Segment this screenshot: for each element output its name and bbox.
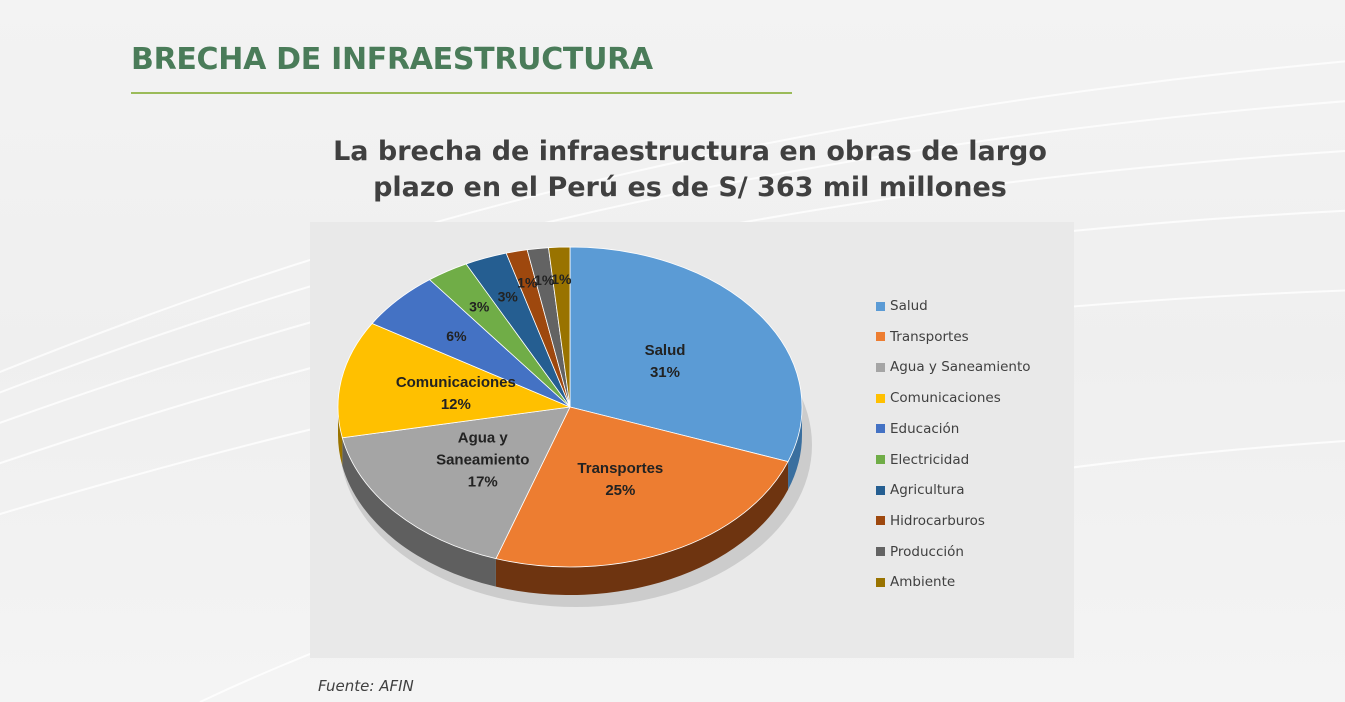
legend-swatch <box>876 516 885 526</box>
legend-swatch <box>876 301 885 311</box>
legend-item-comunicaciones: Comunicaciones <box>876 389 1001 407</box>
legend-label: Salud <box>890 298 928 314</box>
legend-item-electricidad: Electricidad <box>876 451 969 469</box>
pie-side-salud <box>788 407 802 490</box>
legend-swatch <box>876 547 885 557</box>
legend-label: Agua y Saneamiento <box>890 359 1031 376</box>
legend-swatch <box>876 577 885 587</box>
legend-item-ambiente: Ambiente <box>876 573 955 591</box>
pie-side-comunicaciones <box>338 407 343 466</box>
pie-slice-comunicaciones <box>337 322 572 439</box>
legend-label: Electricidad <box>890 451 970 468</box>
pie-side-transportes <box>495 461 789 595</box>
legend-label: Agricultura <box>890 482 965 499</box>
legend-label: Producción <box>890 543 964 560</box>
legend-item-educacion: Educación <box>876 420 959 438</box>
legend-swatch <box>876 393 885 403</box>
data-label-agricultura: 3% <box>498 289 519 305</box>
data-label-comunicaciones: Comunicaciones 12% <box>396 374 516 413</box>
data-label-transportes: Transportes 25% <box>577 460 663 499</box>
data-label-electricidad: 3% <box>469 299 490 315</box>
data-label-hidrocarburos: 1% <box>517 274 538 290</box>
source-note: Fuente: AFIN <box>318 677 414 695</box>
legend-label: Transportes <box>890 328 969 345</box>
legend-item-salud: Salud <box>876 297 928 315</box>
chart-headline: La brecha de infraestructura en obras de… <box>330 134 1050 206</box>
title-underline <box>131 92 792 94</box>
legend-swatch <box>876 362 885 372</box>
legend-swatch <box>876 424 885 434</box>
legend-label: Hidrocarburos <box>890 512 985 529</box>
headline-line-1: La brecha de infraestructura en obras de… <box>333 136 1047 167</box>
legend-label: Comunicaciones <box>890 390 1001 407</box>
legend-swatch <box>876 485 885 495</box>
data-label-salud: Salud 31% <box>645 342 686 381</box>
legend-label: Educación <box>890 420 960 437</box>
pie-slice-agua-y-saneamiento <box>341 406 571 560</box>
legend-item-produccion: Producción <box>876 543 964 561</box>
legend-item-agua-y-saneamiento: Agua y Saneamiento <box>876 358 1031 376</box>
data-label-educacion: 6% <box>446 328 467 344</box>
data-label-ambiente: 1% <box>551 271 572 287</box>
pie-slice-salud <box>569 246 803 463</box>
data-label-agua-y-saneamiento: Agua y Saneamiento 17% <box>436 430 529 491</box>
legend-item-hidrocarburos: Hidrocarburos <box>876 512 985 530</box>
headline-line-2: plazo en el Perú es de S/ 363 mil millon… <box>373 172 1007 203</box>
legend-item-agricultura: Agricultura <box>876 481 965 499</box>
slide-title: BRECHA DE INFRAESTRUCTURA <box>131 42 653 77</box>
legend-swatch <box>876 455 885 464</box>
pie-slice-ambiente <box>548 246 571 408</box>
legend-item-transportes: Transportes <box>876 328 969 346</box>
legend-label: Ambiente <box>890 574 956 591</box>
pie-side-agua-y-saneamiento <box>342 437 496 587</box>
pie-slice-transportes <box>495 406 789 568</box>
legend-swatch <box>876 332 885 342</box>
data-label-produccion: 1% <box>534 272 555 288</box>
